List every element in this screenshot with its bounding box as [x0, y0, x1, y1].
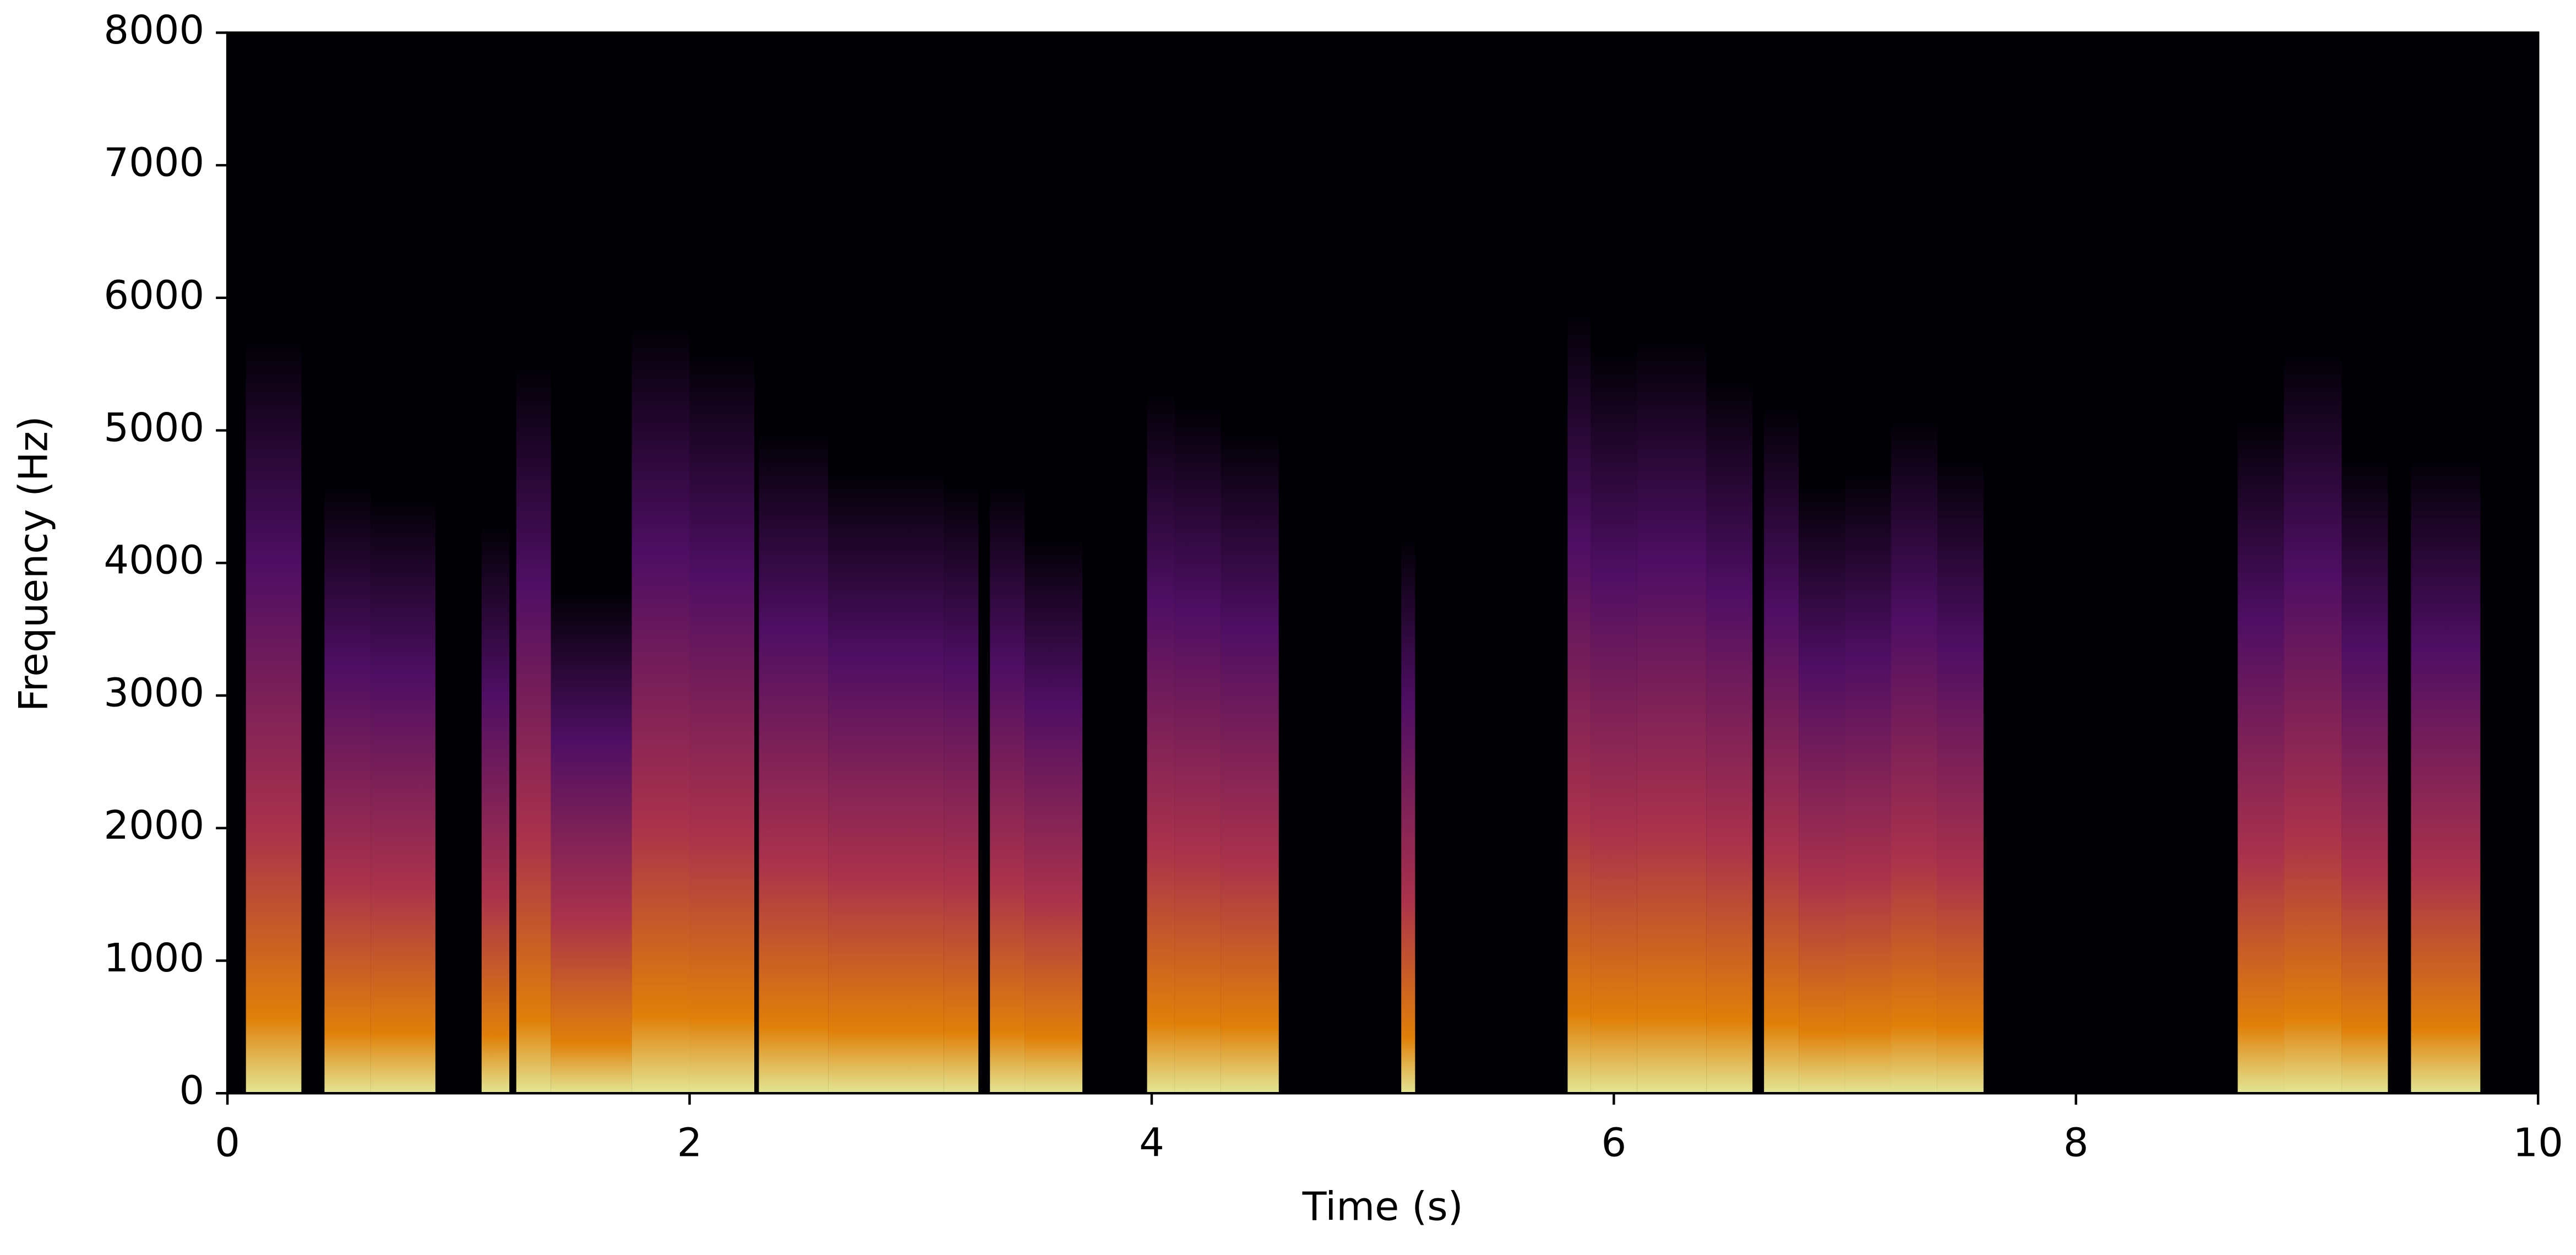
- spectral-segment: [1706, 377, 1753, 1094]
- x-tick-label: 6: [1601, 1120, 1626, 1166]
- spectral-segment: [1845, 470, 1891, 1094]
- spectral-segment: [246, 338, 302, 1094]
- spectral-segment: [990, 483, 1025, 1094]
- spectral-segment: [516, 364, 551, 1094]
- y-tick-label: 8000: [104, 7, 204, 53]
- spectral-segment: [2341, 457, 2388, 1094]
- x-tick-label: 10: [2513, 1120, 2563, 1166]
- y-tick-label: 7000: [104, 140, 204, 186]
- spectral-segment: [1937, 457, 1984, 1094]
- spectral-segment: [1637, 338, 1707, 1094]
- spectral-segment: [2237, 417, 2284, 1094]
- spectral-segment: [324, 483, 371, 1094]
- y-axis-label: Frequency (Hz): [10, 416, 56, 711]
- spectral-segment: [2284, 351, 2342, 1094]
- x-tick-label: 8: [2063, 1120, 2089, 1166]
- spectral-segment: [1567, 311, 1591, 1094]
- spectral-segment: [1401, 536, 1415, 1094]
- spectral-segment: [1147, 390, 1175, 1094]
- spectral-segment: [371, 496, 435, 1094]
- x-tick-label: 2: [677, 1120, 702, 1166]
- spectral-segment: [1591, 351, 1637, 1094]
- spectral-segment: [551, 589, 632, 1094]
- x-tick-label: 4: [1139, 1120, 1164, 1166]
- y-tick-label: 1000: [104, 935, 204, 981]
- spectral-segment: [944, 483, 979, 1094]
- spectral-segment: [1891, 417, 1937, 1094]
- spectral-segment: [1799, 483, 1845, 1094]
- x-axis-label: Time (s): [1302, 1184, 1463, 1230]
- spectral-segment: [1221, 430, 1279, 1094]
- x-tick-label: 0: [215, 1120, 240, 1166]
- spectral-segment: [481, 523, 510, 1094]
- spectral-segment: [828, 470, 944, 1094]
- y-tick-label: 2000: [104, 802, 204, 848]
- spectral-segment: [631, 324, 690, 1094]
- y-tick-label: 6000: [104, 273, 204, 318]
- y-tick-label: 0: [179, 1068, 204, 1113]
- y-tick-label: 3000: [104, 670, 204, 716]
- y-tick-label: 4000: [104, 537, 204, 583]
- spectral-segment: [1025, 536, 1083, 1094]
- spectral-segment: [689, 351, 755, 1094]
- spectral-segment: [759, 430, 829, 1094]
- spectral-segment: [1174, 404, 1221, 1094]
- spectral-segment: [2411, 457, 2481, 1094]
- y-tick-label: 5000: [104, 405, 204, 450]
- spectral-segment: [1764, 404, 1799, 1094]
